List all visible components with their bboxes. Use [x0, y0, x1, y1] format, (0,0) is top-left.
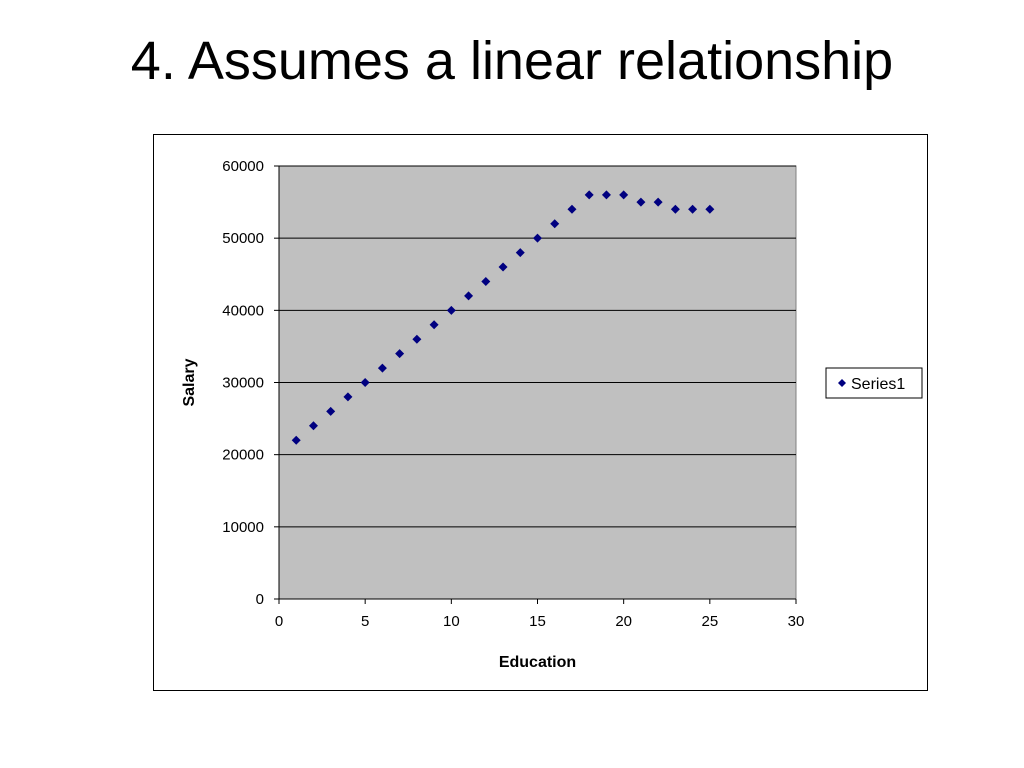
data-point-0-8 — [429, 320, 439, 330]
data-point-0-6 — [395, 349, 405, 359]
y-tick-labels: 0 10000 20000 30000 40000 50000 60000 — [222, 158, 264, 608]
data-point-0-5 — [377, 363, 387, 373]
data-point-0-20 — [636, 197, 646, 207]
legend: Series1 — [825, 367, 923, 399]
legend-marker-diamond-icon — [838, 379, 846, 387]
data-point-0-18 — [601, 190, 611, 200]
data-point-0-7 — [412, 334, 422, 344]
chart-frame: 0 10000 20000 30000 40000 50000 60000 0 5 10 15 20… — [153, 134, 928, 691]
data-point-0-3 — [343, 392, 353, 402]
data-point-0-15 — [550, 219, 560, 229]
data-point-0-9 — [446, 305, 456, 315]
y-tick-label-0: 0 — [256, 591, 264, 608]
data-point-0-23 — [688, 204, 698, 214]
data-point-0-16 — [567, 204, 577, 214]
data-points — [291, 190, 715, 445]
data-point-0-11 — [481, 276, 491, 286]
axes — [274, 165, 797, 604]
x-tick-label-15: 15 — [529, 613, 546, 630]
data-point-0-12 — [498, 262, 508, 272]
x-tick-label-10: 10 — [443, 613, 460, 630]
data-point-0-17 — [584, 190, 594, 200]
data-point-0-19 — [619, 190, 629, 200]
slide-title: 4. Assumes a linear relationship — [130, 31, 894, 91]
x-tick-labels: 0 5 10 15 20 25 30 — [275, 613, 805, 630]
data-point-0-13 — [515, 248, 525, 258]
x-tick-label-0: 0 — [275, 613, 283, 630]
y-axis-title: Salary — [181, 358, 198, 406]
x-tick-label-20: 20 — [615, 613, 632, 630]
x-axis-title: Education — [499, 654, 576, 671]
y-tick-label-10000: 10000 — [222, 519, 264, 536]
y-tick-label-60000: 60000 — [222, 158, 264, 175]
x-tick-label-5: 5 — [361, 613, 369, 630]
y-tick-label-50000: 50000 — [222, 230, 264, 247]
data-point-0-21 — [653, 197, 663, 207]
y-tick-label-40000: 40000 — [222, 302, 264, 319]
data-point-0-0 — [291, 435, 301, 445]
data-point-0-1 — [308, 421, 318, 431]
data-point-0-14 — [533, 233, 542, 243]
x-tick-label-25: 25 — [701, 613, 718, 630]
data-point-0-22 — [670, 204, 680, 214]
data-point-0-2 — [326, 406, 336, 416]
scatter-chart: 0 10000 20000 30000 40000 50000 60000 0 5 10 15 20… — [181, 158, 923, 671]
x-tick-label-30: 30 — [788, 613, 805, 630]
data-point-0-4 — [360, 378, 370, 387]
data-point-0-10 — [464, 291, 474, 301]
y-tick-label-30000: 30000 — [222, 375, 264, 392]
legend-label-series1: Series1 — [851, 376, 905, 393]
data-point-0-24 — [705, 204, 715, 214]
y-tick-label-20000: 20000 — [222, 447, 264, 464]
